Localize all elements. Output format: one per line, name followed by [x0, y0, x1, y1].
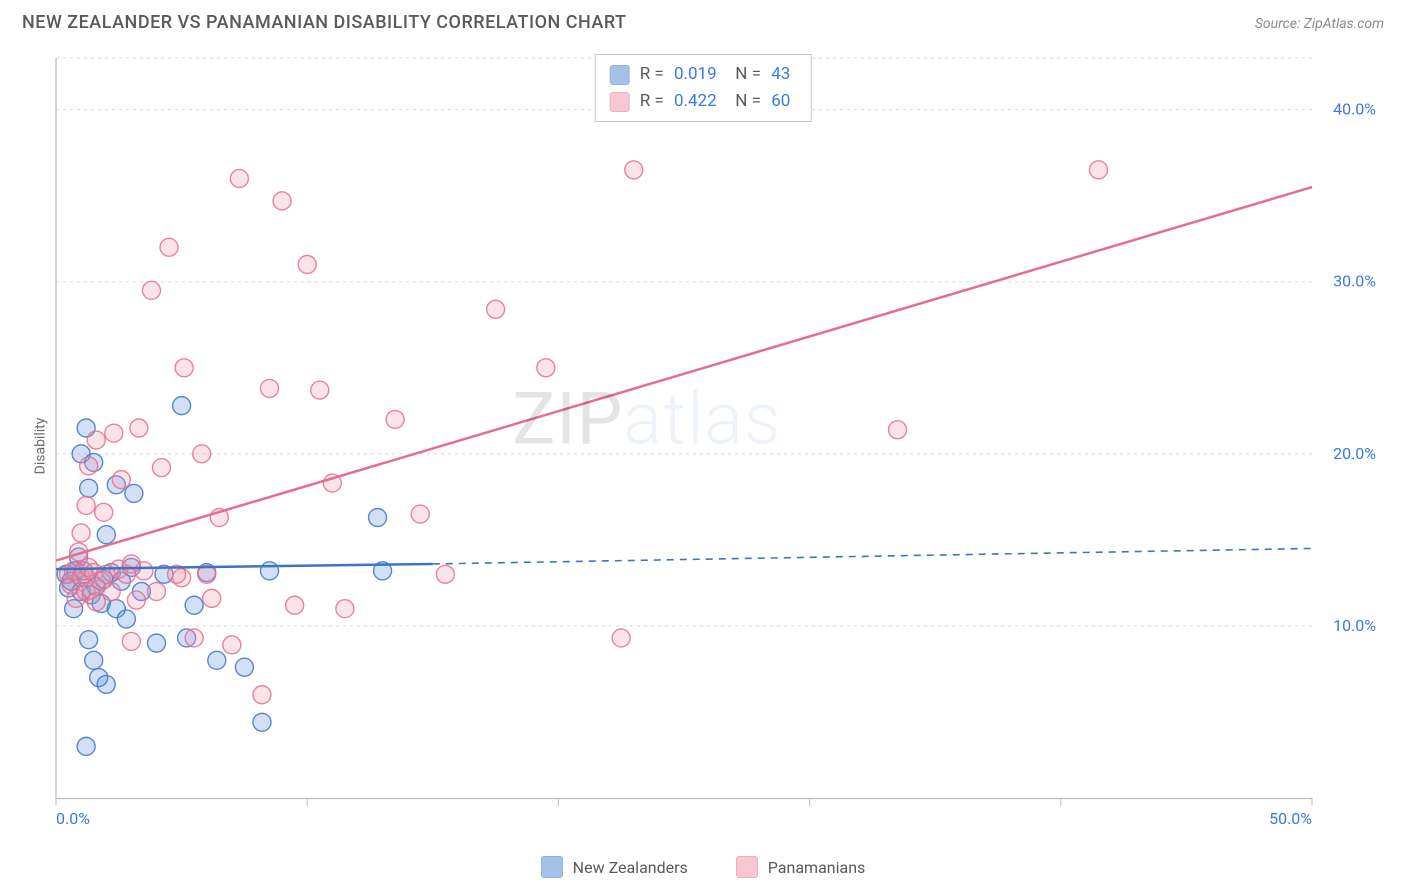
legend-swatch-icon [541, 856, 563, 878]
legend-swatch-icon [610, 92, 630, 112]
correlation-row-pa: R = 0.422 N = 60 [610, 88, 797, 115]
legend-swatch-icon [610, 65, 630, 85]
legend-item-pa: Panamanians [736, 856, 866, 878]
scatter-plot-svg: 0.0% 50.0% 10.0% 20.0% 30.0% 40.0% [50, 52, 1384, 832]
legend-label: New Zealanders [573, 858, 688, 877]
series-legend: New Zealanders Panamanians [0, 856, 1406, 878]
svg-text:0.0%: 0.0% [56, 809, 90, 828]
source-label: Source: ZipAtlas.com [1255, 16, 1384, 32]
svg-text:40.0%: 40.0% [1333, 100, 1376, 119]
svg-text:50.0%: 50.0% [1269, 809, 1312, 828]
svg-text:10.0%: 10.0% [1333, 616, 1376, 635]
y-axis-label: Disability [32, 418, 48, 475]
svg-text:30.0%: 30.0% [1333, 272, 1376, 291]
plot-area: 0.0% 50.0% 10.0% 20.0% 30.0% 40.0% [50, 52, 1384, 832]
legend-swatch-icon [736, 856, 758, 878]
legend-label: Panamanians [768, 858, 866, 877]
chart-title: NEW ZEALANDER VS PANAMANIAN DISABILITY C… [22, 12, 627, 33]
correlation-legend: R = 0.019 N = 43R = 0.422 N = 60 [595, 54, 812, 122]
svg-text:20.0%: 20.0% [1333, 444, 1376, 463]
legend-item-nz: New Zealanders [541, 856, 688, 878]
correlation-row-nz: R = 0.019 N = 43 [610, 61, 797, 88]
